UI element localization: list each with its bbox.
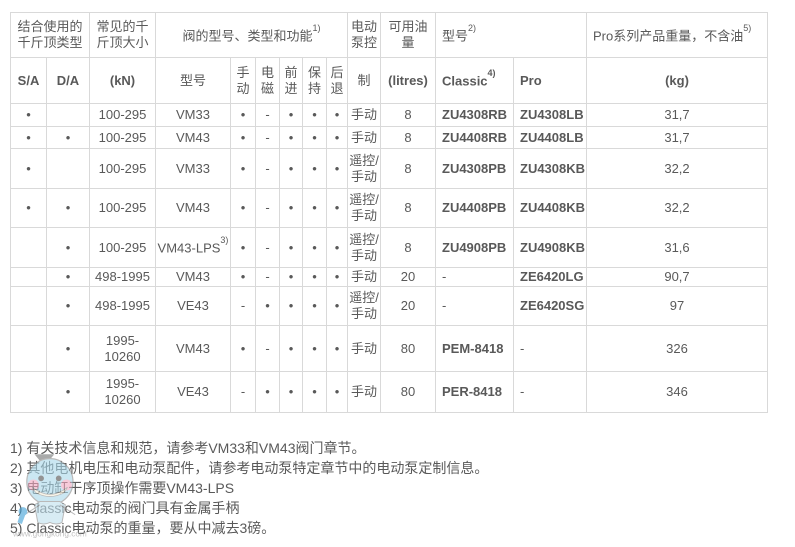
svg-text:www.gongkong.com: www.gongkong.com	[12, 530, 87, 539]
